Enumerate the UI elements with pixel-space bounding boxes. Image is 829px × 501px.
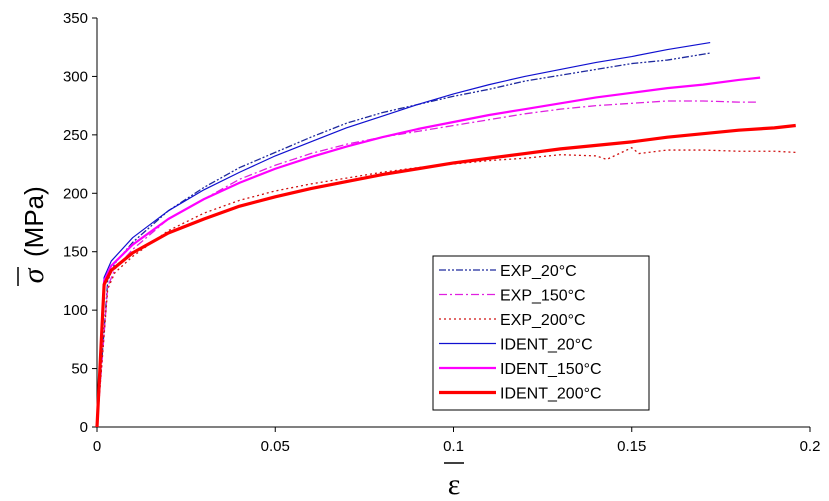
y-tick-label: 100	[63, 302, 88, 319]
x-tick-label: 0.05	[261, 438, 290, 455]
legend-label: EXP_20°C	[500, 263, 577, 280]
y-tick-label: 300	[63, 68, 88, 85]
y-ticks: 0 50 100 150 200 250 300 350	[63, 10, 97, 436]
y-tick-label: 350	[63, 10, 88, 27]
x-tick-label: 0.2	[800, 438, 821, 455]
legend-label: IDENT_20°C	[500, 337, 593, 354]
series-line-EXP_150°C	[96, 100, 757, 428]
y-tick-label: 250	[63, 127, 88, 144]
series-line-IDENT_20°C	[96, 41, 711, 428]
legend: EXP_20°C EXP_150°C EXP_200°C IDENT_20°C IDEN…	[432, 255, 650, 411]
legend-box	[432, 255, 650, 411]
series-line-IDENT_150°C	[95, 76, 761, 428]
legend-label: EXP_150°C	[500, 288, 586, 305]
x-ticks: 0 0.05 0.1 0.15 0.2	[93, 427, 821, 455]
y-axis-label-symbol: σ	[17, 267, 50, 283]
series-line-IDENT_200°C	[95, 123, 796, 428]
x-axis-label: ε	[444, 462, 464, 501]
y-axis-label: σ (MPa)	[17, 186, 50, 286]
plot-area: 0 50 100 150 200 250 300 350 0 0.05 0.1 0.15 0.2	[63, 10, 820, 455]
x-axis-label-symbol: ε	[448, 468, 461, 501]
legend-label: IDENT_150°C	[500, 361, 602, 378]
y-tick-label: 150	[63, 244, 88, 261]
y-tick-label: 0	[80, 419, 88, 436]
x-tick-label: 0.15	[617, 438, 646, 455]
x-tick-label: 0.1	[443, 438, 464, 455]
series-line-EXP_20°C	[96, 52, 711, 428]
y-tick-label: 200	[63, 185, 88, 202]
legend-items: EXP_20°C EXP_150°C EXP_200°C IDENT_20°C IDEN…	[439, 263, 602, 403]
legend-label: IDENT_200°C	[500, 386, 602, 403]
legend-label: EXP_200°C	[500, 312, 586, 329]
y-tick-label: 50	[71, 361, 88, 378]
y-axis-label-unit: (MPa)	[19, 186, 49, 257]
x-tick-label: 0	[93, 438, 101, 455]
series-group	[95, 41, 796, 428]
